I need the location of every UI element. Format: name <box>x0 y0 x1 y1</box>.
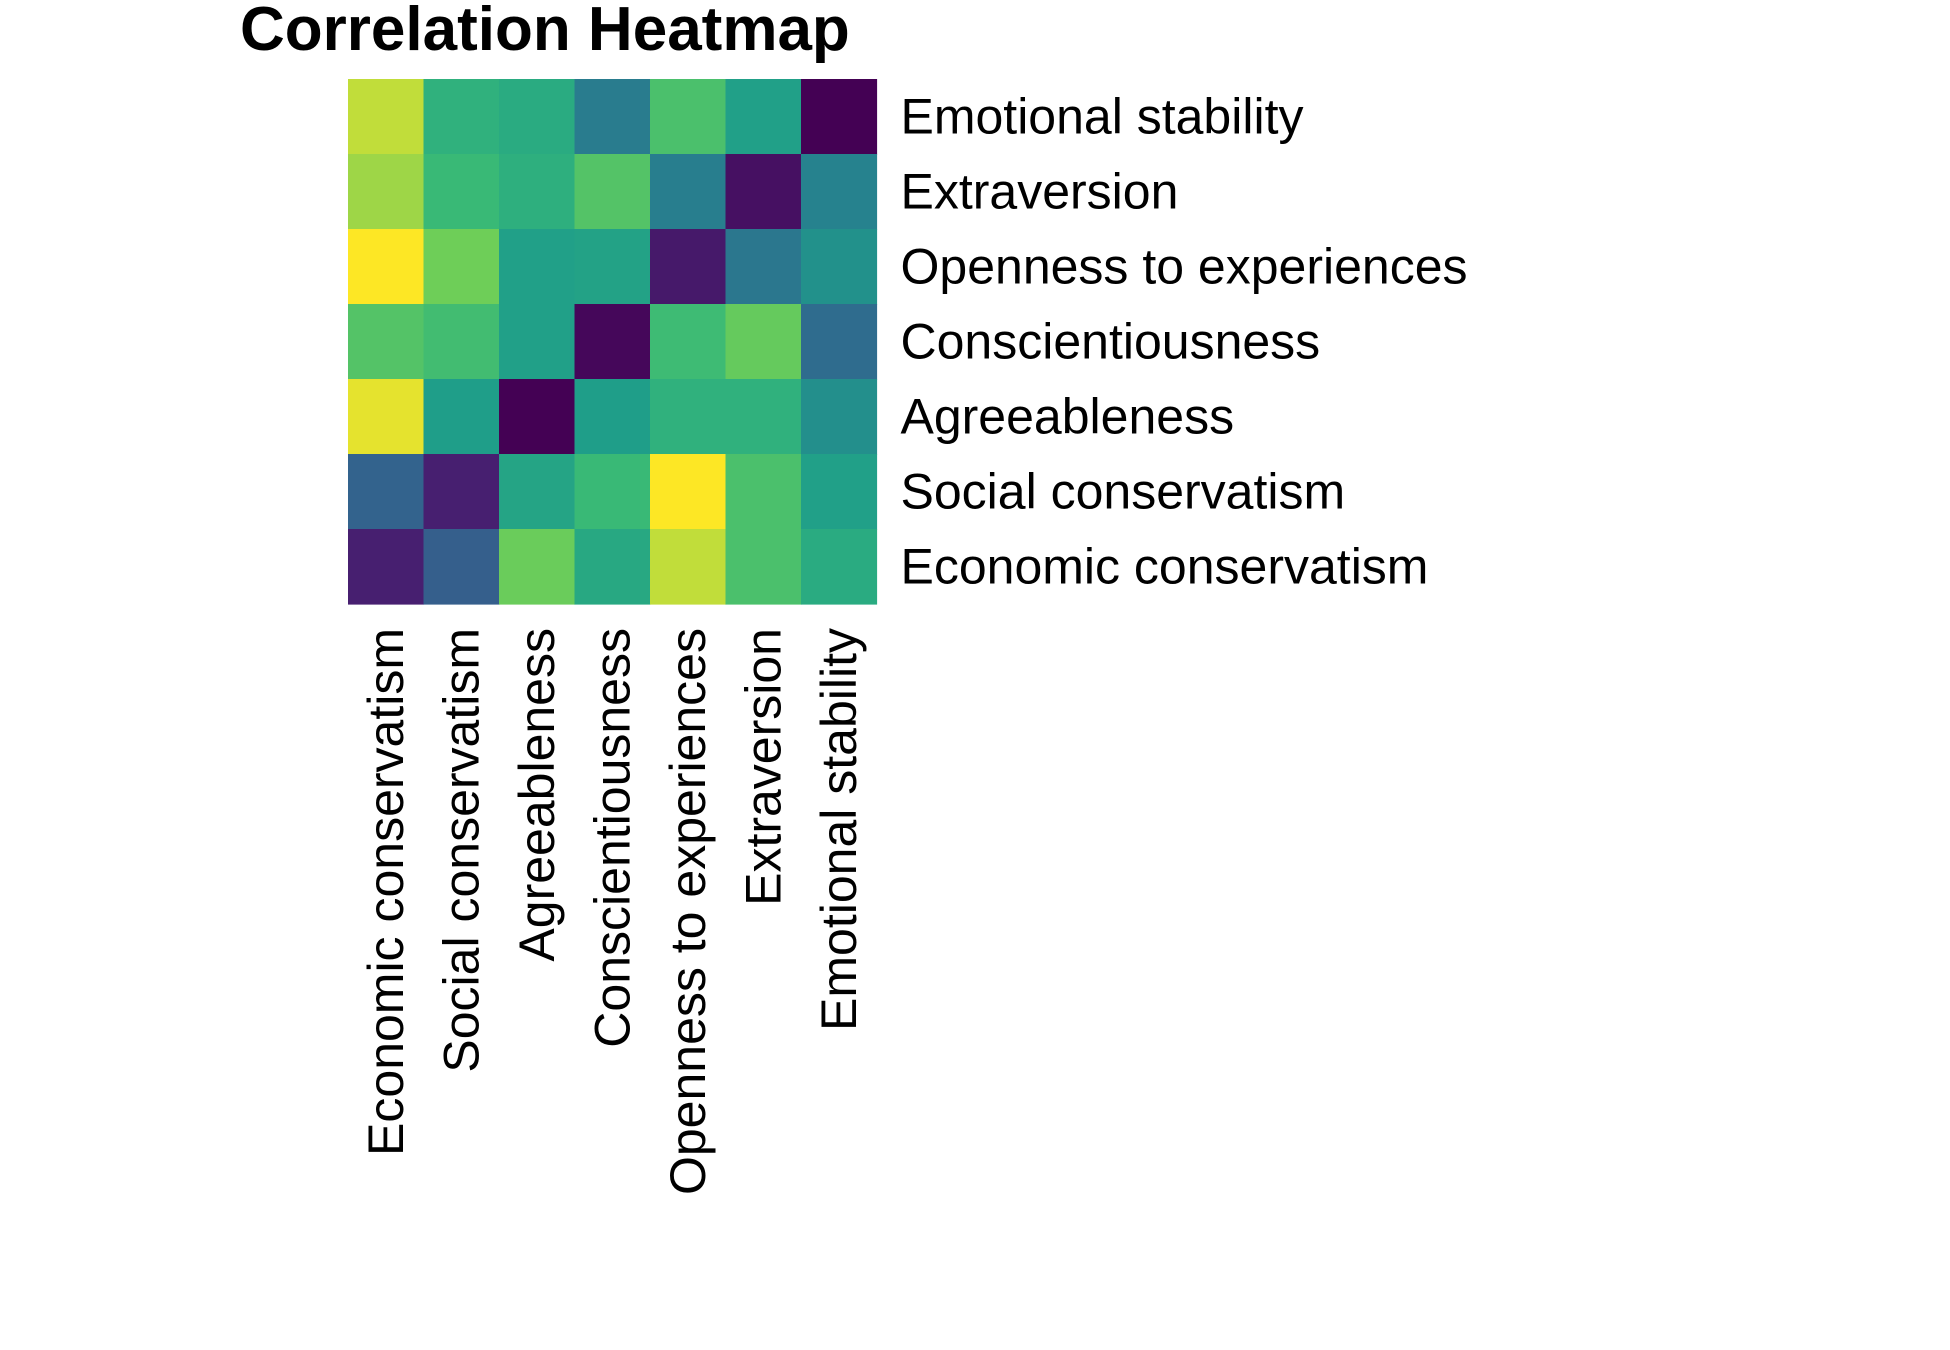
heatmap-cell <box>348 379 425 455</box>
heatmap-cell <box>725 79 802 155</box>
heatmap-cell <box>348 454 425 530</box>
heatmap-cell <box>423 229 500 305</box>
heatmap-cell <box>801 154 878 230</box>
column-label: Economic conservatism <box>358 628 414 1156</box>
heatmap-cell <box>801 79 878 155</box>
heatmap-cell <box>348 229 425 305</box>
heatmap-cell <box>499 229 576 305</box>
heatmap-cell <box>650 454 727 530</box>
heatmap-cell <box>725 304 802 380</box>
row-label: Openness to experiences <box>901 239 1468 295</box>
heatmap-cell <box>423 304 500 380</box>
heatmap-cell <box>801 379 878 455</box>
column-label: Conscientiousness <box>584 628 640 1048</box>
row-labels: Emotional stability Extraversion Openness … <box>901 89 1468 595</box>
heatmap-cell <box>423 529 500 605</box>
heatmap-cell <box>499 529 576 605</box>
heatmap-cell <box>574 379 651 455</box>
heatmap-cell <box>423 154 500 230</box>
heatmap-cell <box>574 454 651 530</box>
heatmap-cell <box>574 79 651 155</box>
heatmap-cell <box>574 229 651 305</box>
heatmap-cell <box>348 79 425 155</box>
row-label: Emotional stability <box>901 89 1304 145</box>
heatmap-cell <box>348 154 425 230</box>
row-label: Extraversion <box>901 164 1179 220</box>
heatmap-cell <box>348 304 425 380</box>
heatmap-cell <box>650 79 727 155</box>
heatmap-cell <box>423 379 500 455</box>
heatmap-cell <box>499 454 576 530</box>
heatmap-cells <box>348 79 878 605</box>
heatmap-cell <box>725 529 802 605</box>
heatmap-cell <box>801 454 878 530</box>
heatmap-cell <box>499 79 576 155</box>
heatmap-cell <box>499 154 576 230</box>
row-label: Economic conservatism <box>901 539 1429 595</box>
row-label: Conscientiousness <box>901 314 1321 370</box>
heatmap-cell <box>725 229 802 305</box>
heatmap-cell <box>801 229 878 305</box>
heatmap-cell <box>574 154 651 230</box>
heatmap-cell <box>574 529 651 605</box>
heatmap-cell <box>650 229 727 305</box>
column-labels: Economic conservatism Social conservatism… <box>358 628 867 1195</box>
heatmap-cell <box>801 529 878 605</box>
heatmap-cell <box>650 304 727 380</box>
heatmap-cell <box>423 454 500 530</box>
column-label: Agreeableness <box>509 628 565 962</box>
heatmap-cell <box>650 154 727 230</box>
heatmap-cell <box>801 304 878 380</box>
column-label: Emotional stability <box>811 628 867 1031</box>
column-label: Openness to experiences <box>660 628 716 1195</box>
heatmap-cell <box>725 379 802 455</box>
heatmap-cell <box>650 379 727 455</box>
heatmap-cell <box>725 154 802 230</box>
heatmap-cell <box>650 529 727 605</box>
heatmap-cell <box>348 529 425 605</box>
row-label: Social conservatism <box>901 464 1346 520</box>
chart-title: Correlation Heatmap <box>240 0 850 64</box>
heatmap-cell <box>725 454 802 530</box>
row-label: Agreeableness <box>901 389 1235 445</box>
heatmap-cell <box>423 79 500 155</box>
column-label: Extraversion <box>735 628 791 906</box>
heatmap-cell <box>499 379 576 455</box>
heatmap-cell <box>499 304 576 380</box>
column-label: Social conservatism <box>433 628 489 1073</box>
heatmap-cell <box>574 304 651 380</box>
